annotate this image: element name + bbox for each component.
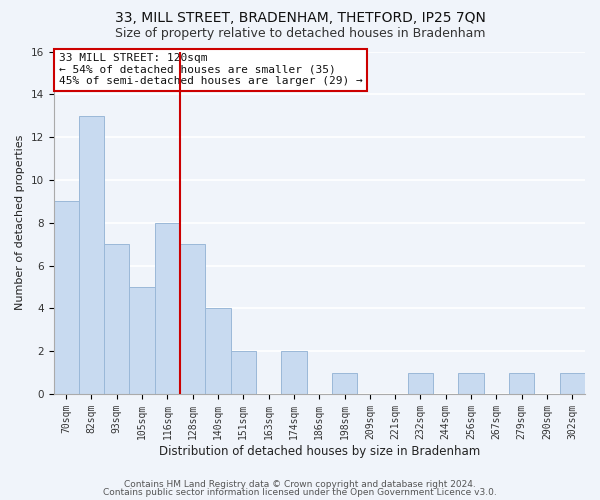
Text: 33 MILL STREET: 120sqm
← 54% of detached houses are smaller (35)
45% of semi-det: 33 MILL STREET: 120sqm ← 54% of detached…	[59, 53, 362, 86]
Bar	[130, 287, 155, 394]
Bar	[104, 244, 130, 394]
Bar	[230, 351, 256, 394]
Text: 33, MILL STREET, BRADENHAM, THETFORD, IP25 7QN: 33, MILL STREET, BRADENHAM, THETFORD, IP…	[115, 11, 485, 25]
Text: Contains public sector information licensed under the Open Government Licence v3: Contains public sector information licen…	[103, 488, 497, 497]
Bar	[205, 308, 230, 394]
Bar	[53, 202, 79, 394]
Text: Size of property relative to detached houses in Bradenham: Size of property relative to detached ho…	[115, 28, 485, 40]
X-axis label: Distribution of detached houses by size in Bradenham: Distribution of detached houses by size …	[158, 444, 480, 458]
Bar	[155, 222, 180, 394]
Bar	[332, 372, 357, 394]
Text: Contains HM Land Registry data © Crown copyright and database right 2024.: Contains HM Land Registry data © Crown c…	[124, 480, 476, 489]
Bar	[408, 372, 433, 394]
Bar	[509, 372, 535, 394]
Bar	[180, 244, 205, 394]
Bar	[79, 116, 104, 394]
Bar	[560, 372, 585, 394]
Y-axis label: Number of detached properties: Number of detached properties	[15, 135, 25, 310]
Bar	[458, 372, 484, 394]
Bar	[281, 351, 307, 394]
